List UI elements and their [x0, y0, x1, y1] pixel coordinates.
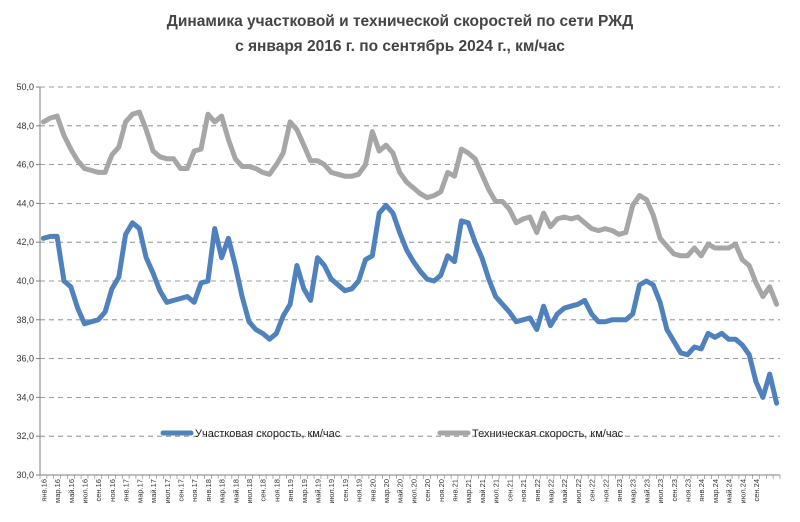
x-tick-label: янв.22	[533, 479, 542, 502]
x-tick-label: ноя.18	[272, 479, 281, 502]
x-tick-label: ноя.17	[190, 479, 199, 502]
y-tick-label: 38,0	[16, 315, 34, 325]
x-tick-label: янв.20	[368, 479, 377, 502]
x-tick-label: янв.24	[697, 479, 706, 502]
x-tick-label: июл.20	[409, 479, 418, 503]
x-tick-label: июл.22	[574, 479, 583, 503]
x-tick-label: ноя.20	[437, 479, 446, 502]
y-tick-label: 32,0	[16, 431, 34, 441]
x-tick-label: май.22	[560, 479, 569, 503]
x-tick-label: май.21	[478, 479, 487, 503]
x-tick-label: сен.19	[341, 479, 350, 502]
y-axis: 30,0 32,0 34,0 36,0 38,0 40,0 42,0 44,0 46,0 48,0…	[16, 82, 40, 480]
x-tick-label: мар.22	[546, 479, 555, 503]
y-tick-label: 30,0	[16, 470, 34, 480]
x-tick-label: июл.18	[245, 479, 254, 503]
x-tick-label: май.16	[67, 479, 76, 503]
y-tick-label: 40,0	[16, 276, 34, 286]
x-tick-label: июл.24	[738, 479, 747, 503]
x-tick-label: май.20	[396, 479, 405, 503]
legend: Участковая скорость, км/час Техническая с…	[160, 428, 624, 440]
chart-title-line-1: Динамика участковой и технической скорос…	[167, 13, 633, 30]
x-tick-label: сен.16	[94, 479, 103, 502]
x-tick-label: июл.16	[81, 479, 90, 503]
chart-title-line-2: с января 2016 г. по сентябрь 2024 г., км…	[235, 38, 565, 55]
x-tick-label: сен.21	[505, 479, 514, 502]
x-tick-label: ноя.21	[519, 479, 528, 502]
x-axis: янв.16 мар.16 май.16 июл.16 сен.16 ноя.16 янв.…	[39, 87, 781, 503]
legend-label: Участковая скорость, км/час	[195, 428, 341, 440]
y-tick-label: 50,0	[16, 82, 34, 92]
x-tick-label: мар.16	[53, 479, 62, 503]
x-tick-label: май.24	[725, 479, 734, 503]
y-tick-label: 44,0	[16, 198, 34, 208]
x-tick-label: мар.24	[711, 479, 720, 503]
x-tick-label: янв.18	[204, 479, 213, 502]
x-tick-label: сен.24	[752, 479, 761, 502]
x-tick-label: июл.17	[163, 479, 172, 503]
grid	[40, 86, 780, 437]
legend-label: Техническая скорость, км/час	[472, 428, 624, 440]
x-tick-label: июл.23	[656, 479, 665, 503]
x-tick-label: янв.17	[122, 479, 131, 502]
y-tick-label: 42,0	[16, 237, 34, 247]
x-tick-label: мар.20	[382, 479, 391, 503]
x-tick-label: мар.19	[300, 479, 309, 503]
x-tick-label: июл.21	[492, 479, 501, 503]
x-tick-label: май.17	[149, 479, 158, 503]
x-tick-label: ноя.22	[601, 479, 610, 502]
x-tick-label: май.18	[231, 479, 240, 503]
x-tick-label: сен.18	[259, 479, 268, 502]
x-tick-label: июл.19	[327, 479, 336, 503]
x-tick-label: ноя.23	[684, 479, 693, 502]
series-group	[40, 109, 780, 406]
series-line-technical-speed	[40, 109, 780, 307]
x-tick-label: ноя.16	[108, 479, 117, 502]
x-tick-label: янв.19	[286, 479, 295, 502]
x-tick-label: сен.20	[423, 479, 432, 502]
x-tick-label: май.23	[642, 479, 651, 503]
y-tick-label: 48,0	[16, 121, 34, 131]
x-tick-label: мар.23	[629, 479, 638, 503]
series-line-section-speed	[40, 202, 780, 406]
y-tick-label: 36,0	[16, 354, 34, 364]
x-tick-label: янв.23	[615, 479, 624, 502]
y-tick-label: 34,0	[16, 392, 34, 402]
x-tick-label: мар.21	[464, 479, 473, 503]
x-tick-label: янв.16	[39, 479, 48, 502]
x-tick-label: сен.17	[176, 479, 185, 502]
x-tick-label: янв.21	[451, 479, 460, 502]
x-tick-label: сен.23	[670, 479, 679, 502]
y-tick-label: 46,0	[16, 160, 34, 170]
x-tick-label: май.19	[314, 479, 323, 503]
x-tick-label: ноя.19	[355, 479, 364, 502]
x-tick-label: мар.17	[135, 479, 144, 503]
x-tick-label: сен.22	[588, 479, 597, 502]
x-tick-label: мар.18	[218, 479, 227, 503]
